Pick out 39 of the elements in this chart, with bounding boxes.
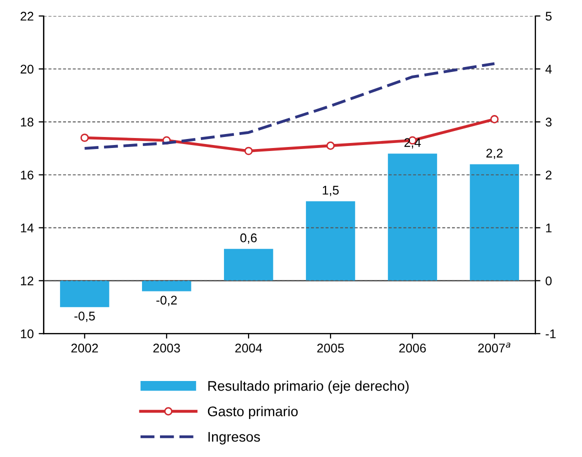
point	[326, 142, 335, 150]
y2-tick-label: 0	[546, 276, 552, 286]
x-tick-label: 2005	[317, 344, 344, 353]
line-series	[83, 62, 496, 150]
y-tick-label: 22	[20, 12, 34, 21]
point	[490, 115, 499, 124]
y-tick-label: 16	[20, 170, 34, 180]
y2-tick-label: 3	[546, 118, 552, 127]
bar	[470, 164, 520, 281]
y2-tick-label: 5	[546, 12, 552, 21]
bar	[306, 201, 356, 281]
legend-label: Resultado primario (eje derecho)	[208, 380, 409, 394]
x-tick-label: 2004	[235, 344, 262, 353]
x-tick-label: 2003	[153, 344, 180, 353]
bar	[142, 280, 192, 292]
x-tick-label: 2002	[71, 344, 98, 353]
data-label: 0,6	[240, 233, 257, 244]
y-tick-label: 14	[20, 224, 34, 232]
data-label: -0,2	[156, 296, 177, 306]
legend-label: Gasto primario	[208, 406, 298, 420]
y2-tick-label: -1	[546, 330, 556, 338]
x-tick-label: 2006	[399, 344, 426, 353]
y-tick-label: 10	[20, 329, 34, 338]
y2-tick-label: 4	[545, 64, 552, 74]
data-label: 2,2	[486, 148, 503, 160]
data-label: -0,5	[74, 312, 95, 322]
data-label: 1,5	[322, 186, 339, 196]
legend-label: Ingresos	[208, 432, 260, 444]
point	[80, 134, 89, 142]
bar	[60, 280, 110, 308]
x-tick-label: 2007$^{a}$	[478, 342, 510, 352]
y2-tick-label: 1	[546, 224, 552, 232]
bar	[224, 248, 274, 281]
point	[244, 146, 253, 156]
bar	[388, 154, 438, 281]
y-tick-label: 18	[20, 118, 34, 127]
y2-tick-label: 2	[546, 170, 552, 180]
y-tick-label: 12	[20, 276, 34, 286]
y-tick-label: 20	[20, 64, 34, 74]
